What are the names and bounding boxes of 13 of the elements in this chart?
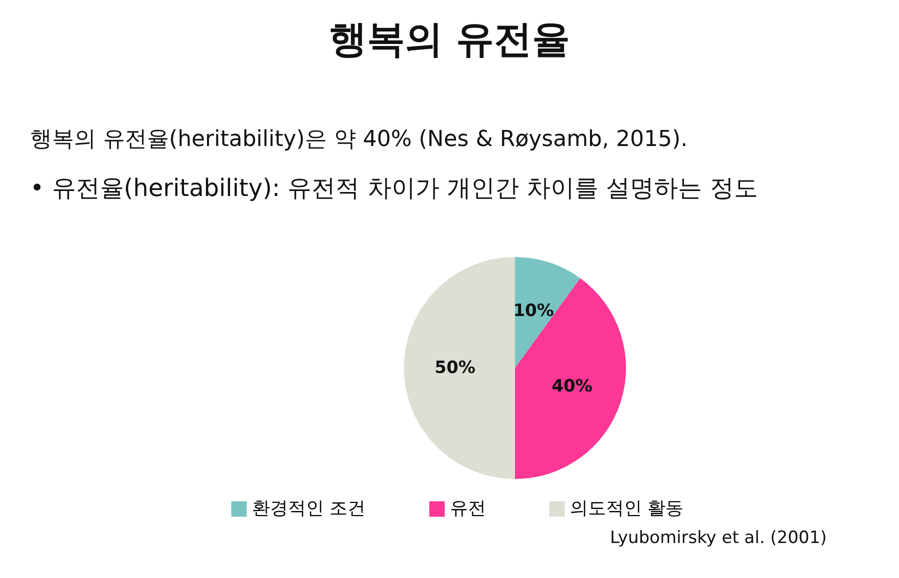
pie-slice	[515, 257, 580, 368]
data-label: 50%	[434, 358, 476, 378]
data-label: 40%	[552, 376, 592, 397]
pie-slice	[404, 257, 515, 479]
pie-slice	[515, 278, 626, 479]
text: Lyubomirsky et al. (2001)	[610, 528, 827, 548]
legend-label: 의도적인 활동	[570, 498, 684, 519]
data-label: 10%	[513, 300, 554, 321]
legend-label: 환경적인 조건	[252, 498, 366, 519]
text: • 유전율(heritability): 유전적 차이가 개인간 차이를 설명하는 정도	[30, 173, 758, 204]
chart-subtitle: 행복의 유전율(heritability)은 약 40% (Nes & Røysamb, 2015).	[30, 126, 688, 154]
legend-label: 유전	[450, 498, 486, 519]
chart-title: 행복의 유전율	[328, 16, 572, 63]
